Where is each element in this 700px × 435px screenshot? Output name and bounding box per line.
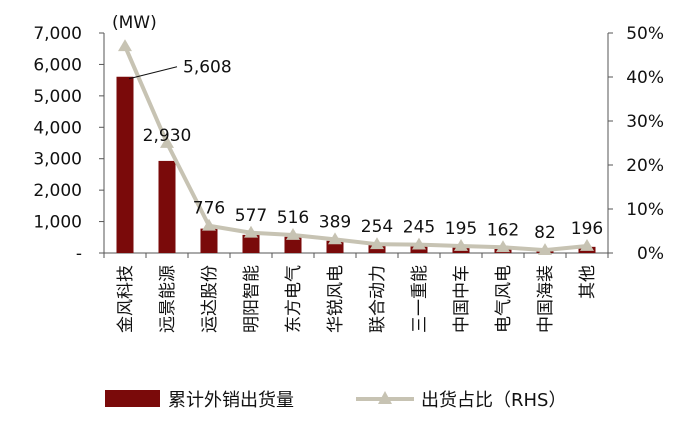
legend: 累计外销出货量 出货占比（RHS） — [105, 390, 566, 411]
share-marker-2 — [160, 136, 174, 148]
category-label-5: 东方电气 — [284, 265, 304, 333]
right-tick-label: 10% — [626, 200, 664, 220]
y-axis-unit-label: (MW) — [112, 13, 157, 33]
data-label-11: 82 — [534, 223, 556, 243]
data-label-8: 245 — [403, 218, 435, 238]
data-label-9: 195 — [445, 219, 477, 239]
category-label-2: 远景能源 — [158, 265, 178, 333]
data-label-6: 389 — [319, 212, 351, 232]
share-marker-1 — [118, 39, 132, 52]
data-label-2: 2,930 — [143, 126, 192, 146]
data-labels: 5,608 2,930 776 577 516 389 254 245 195 162 82 196 — [128, 58, 603, 243]
right-tick-label: 40% — [626, 68, 664, 88]
category-label-4: 明阳智能 — [242, 265, 262, 333]
bars — [116, 76, 596, 254]
left-tick-label: 3,000 — [33, 150, 82, 170]
data-label-leader — [128, 66, 178, 80]
right-tick-label: 0% — [637, 244, 664, 264]
data-label-7: 254 — [361, 217, 393, 237]
bar-3 — [200, 228, 218, 253]
category-label-3: 运达股份 — [200, 265, 220, 333]
data-label-3: 776 — [193, 199, 225, 219]
category-label-7: 联合动力 — [368, 265, 388, 333]
share-marker-8 — [412, 237, 426, 250]
left-tick-label: 5,000 — [33, 87, 82, 107]
right-tick-label: 30% — [626, 112, 664, 132]
right-tick-label: 20% — [626, 156, 664, 176]
left-tick-label: - — [76, 244, 82, 264]
right-tick-label: 50% — [626, 24, 664, 44]
share-marker-10 — [496, 240, 510, 253]
data-label-10: 162 — [487, 220, 519, 240]
share-marker-3 — [202, 218, 216, 231]
data-label-5: 516 — [277, 208, 309, 228]
axes: - 1,000 2,000 3,000 4,000 5,000 6,000 7,000 0% 10… — [33, 24, 664, 264]
legend-swatch-marker — [378, 391, 392, 404]
category-label-8: 三一重能 — [410, 265, 430, 333]
legend-swatch-bars — [105, 390, 160, 407]
category-labels: 金风科技 远景能源 运达股份 明阳智能 东方电气 华锐风电 联合动力 三一重能 中国中车 电气风电… — [116, 265, 598, 333]
share-marker-7 — [370, 237, 384, 250]
bar-5 — [284, 236, 302, 253]
bar-1 — [116, 76, 134, 254]
legend-label-bars: 累计外销出货量 — [168, 390, 294, 411]
left-tick-label: 2,000 — [33, 181, 82, 201]
category-label-6: 华锐风电 — [326, 265, 346, 333]
share-marker-6 — [328, 232, 342, 245]
share-line-path — [123, 45, 588, 253]
share-marker-4 — [244, 225, 258, 238]
left-tick-label: 6,000 — [33, 55, 82, 75]
bar-2 — [158, 160, 176, 253]
category-label-1: 金风科技 — [116, 265, 136, 333]
category-label-11: 中国海装 — [536, 265, 556, 333]
left-tick-label: 4,000 — [33, 118, 82, 138]
share-line — [118, 39, 594, 256]
category-label-12: 其他 — [578, 265, 598, 299]
category-label-9: 中国中车 — [452, 265, 472, 333]
category-label-10: 电气风电 — [494, 265, 514, 333]
data-label-12: 196 — [571, 219, 603, 239]
legend-label-line: 出货占比（RHS） — [421, 390, 566, 411]
data-label-1: 5,608 — [183, 58, 232, 78]
share-marker-5 — [286, 227, 300, 240]
left-tick-label: 1,000 — [33, 213, 82, 233]
share-marker-12 — [580, 238, 594, 251]
share-marker-9 — [454, 238, 468, 251]
data-label-4: 577 — [235, 206, 267, 226]
share-marker-11 — [538, 243, 552, 256]
left-tick-label: 7,000 — [33, 24, 82, 44]
bar-4 — [242, 234, 260, 253]
